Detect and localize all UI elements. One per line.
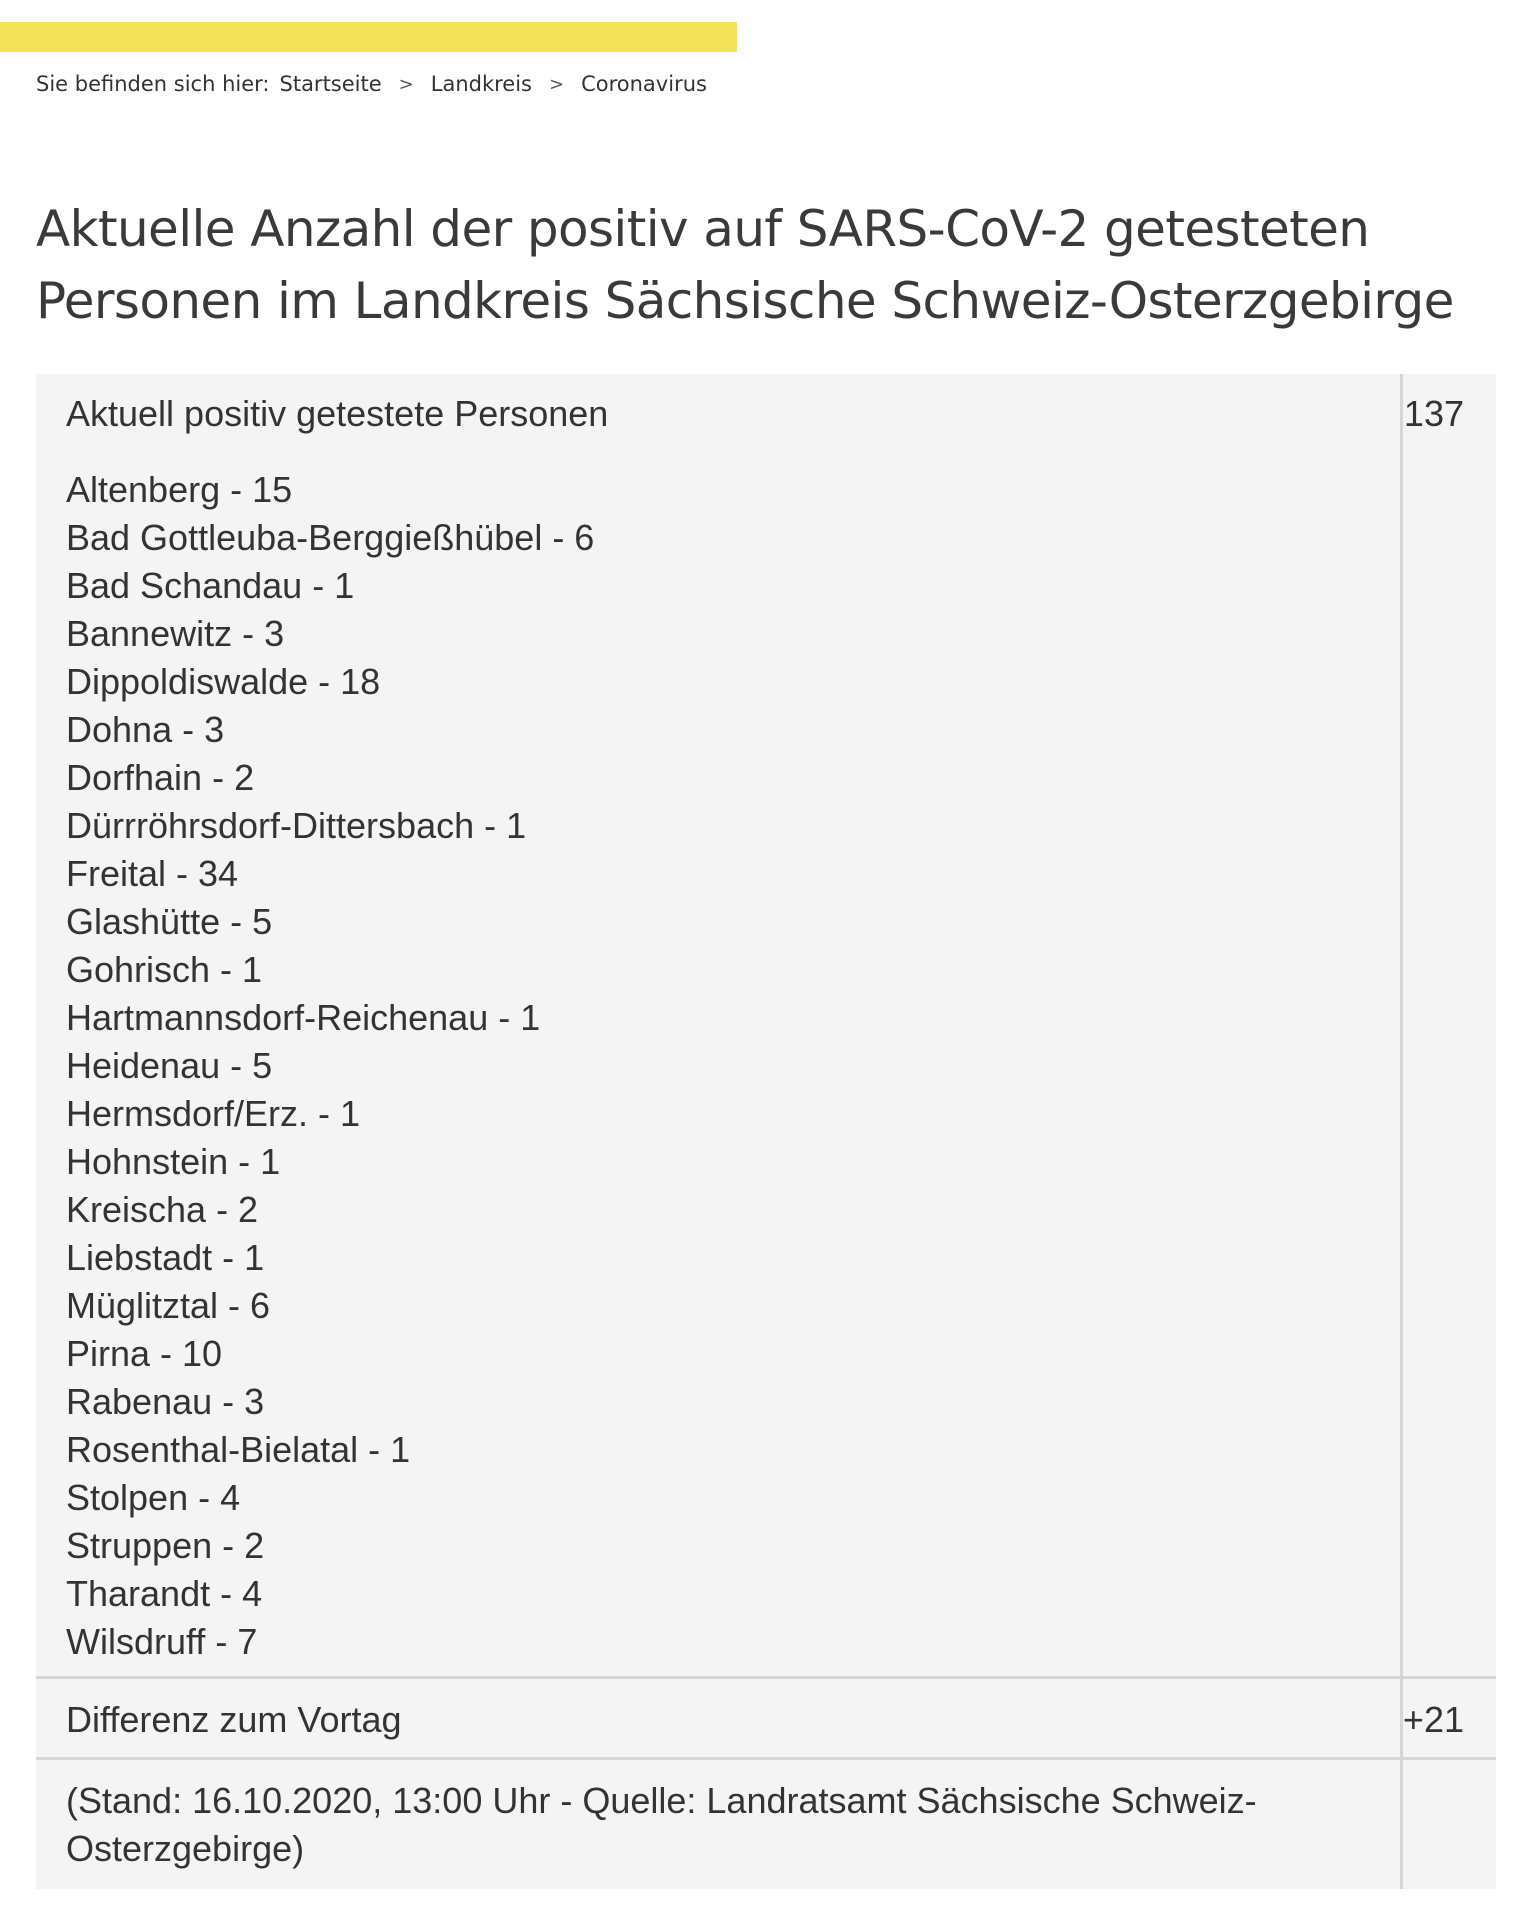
list-item: Struppen - 2 <box>66 1525 265 1566</box>
list-item: Bad Schandau - 1 <box>66 565 355 606</box>
list-item: Hermsdorf/Erz. - 1 <box>66 1093 361 1134</box>
list-item: Rosenthal-Bielatal - 1 <box>66 1429 411 1470</box>
list-item: Dürrröhrsdorf-Dittersbach - 1 <box>66 805 527 846</box>
accent-bar <box>0 22 737 52</box>
list-item: Altenberg - 15 <box>66 469 293 510</box>
case-table: Aktuell positiv getestete Personen Alten… <box>36 374 1496 1889</box>
list-item: Hohnstein - 1 <box>66 1141 281 1182</box>
list-item: Heidenau - 5 <box>66 1045 273 1086</box>
breadcrumb-prefix: Sie befinden sich hier: <box>36 72 270 96</box>
list-item: Gohrisch - 1 <box>66 949 263 990</box>
table-row-difference: Differenz zum Vortag +21 <box>36 1676 1496 1759</box>
table-row-source: (Stand: 16.10.2020, 13:00 Uhr - Quelle: … <box>36 1757 1496 1889</box>
breadcrumb: Sie befinden sich hier: Startseite > Lan… <box>36 72 707 96</box>
table-cell-total-value: 137 <box>1401 374 1496 1678</box>
source-note: (Stand: 16.10.2020, 13:00 Uhr - Quelle: … <box>36 1757 1403 1889</box>
list-item: Dorfhain - 2 <box>66 757 255 798</box>
chevron-right-icon: > <box>398 73 414 95</box>
list-item: Liebstadt - 1 <box>66 1237 265 1278</box>
list-item: Rabenau - 3 <box>66 1381 265 1422</box>
list-item: Tharandt - 4 <box>66 1573 263 1614</box>
list-item: Dippoldiswalde - 18 <box>66 661 381 702</box>
list-item: Kreischa - 2 <box>66 1189 259 1230</box>
diff-value: +21 <box>1401 1676 1496 1759</box>
table-row-total: Aktuell positiv getestete Personen Alten… <box>36 374 1496 1678</box>
total-value: 137 <box>1403 393 1464 434</box>
list-item: Pirna - 10 <box>66 1333 223 1374</box>
list-item: Glashütte - 5 <box>66 901 273 942</box>
breadcrumb-link-landkreis[interactable]: Landkreis <box>430 72 532 96</box>
list-item: Bad Gottleuba-Berggießhübel - 6 <box>66 517 595 558</box>
list-item: Hartmannsdorf-Reichenau - 1 <box>66 997 541 1038</box>
list-item: Stolpen - 4 <box>66 1477 241 1518</box>
town-list: Altenberg - 15 Bad Gottleuba-Berggießhübe… <box>66 466 1400 1676</box>
table-cell-total-label: Aktuell positiv getestete Personen Alten… <box>36 374 1403 1678</box>
breadcrumb-link-startseite[interactable]: Startseite <box>279 72 382 96</box>
page-title: Aktuelle Anzahl der positiv auf SARS-CoV… <box>36 200 1454 330</box>
list-item: Müglitztal - 6 <box>66 1285 271 1326</box>
diff-label: Differenz zum Vortag <box>36 1676 1403 1759</box>
list-item: Wilsdruff - 7 <box>66 1621 258 1662</box>
total-label: Aktuell positiv getestete Personen <box>66 393 609 434</box>
list-item: Freital - 34 <box>66 853 239 894</box>
list-item: Dohna - 3 <box>66 709 225 750</box>
breadcrumb-link-coronavirus[interactable]: Coronavirus <box>581 72 707 96</box>
chevron-right-icon: > <box>549 73 565 95</box>
list-item: Bannewitz - 3 <box>66 613 285 654</box>
source-empty-cell <box>1401 1757 1496 1889</box>
